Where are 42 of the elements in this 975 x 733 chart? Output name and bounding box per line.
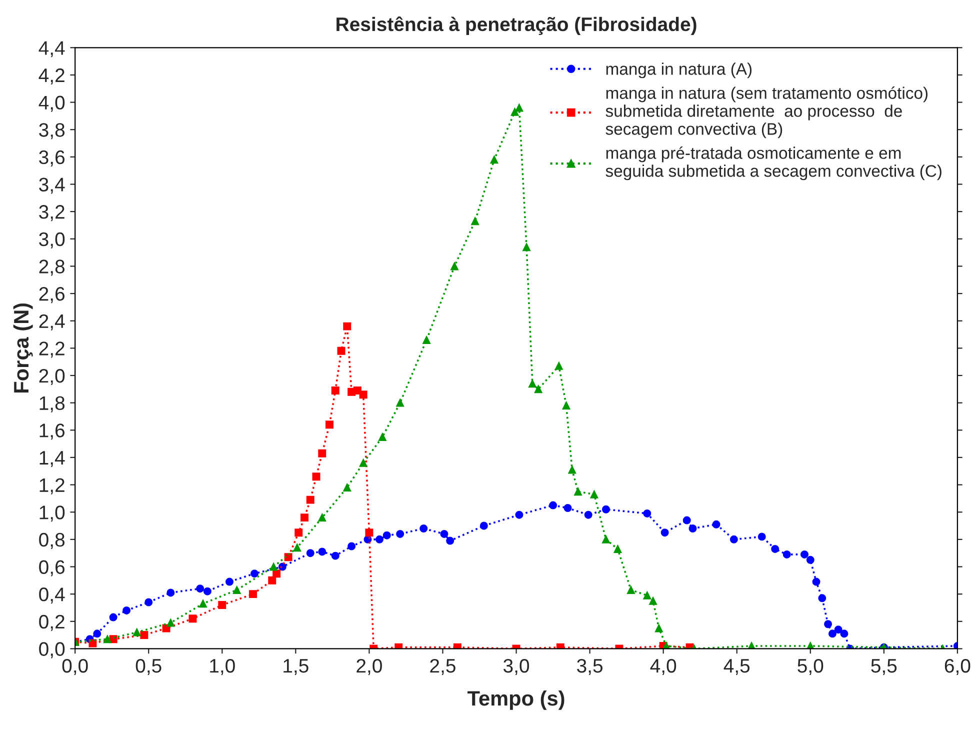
y-tick-label: 3,0 (39, 232, 65, 248)
y-tick-label: 0,2 (39, 614, 64, 631)
y-tick-label: 0,0 (39, 642, 65, 658)
x-tick-label: 0,5 (136, 658, 162, 676)
x-tick-label: 4,5 (724, 659, 750, 676)
y-tick-label: 1,6 (40, 424, 64, 440)
y-tick-label: 0,8 (39, 532, 65, 549)
y-tick-label: 0,4 (39, 588, 65, 604)
y-tick-label: 2,6 (39, 287, 64, 304)
x-tick-label: 0,0 (62, 658, 88, 676)
y-tick-label: 0,6 (39, 560, 64, 576)
y-axis-title: Força (N) (13, 303, 33, 392)
y-tick-label: 3,6 (39, 150, 64, 166)
x-tick-label: 1,0 (210, 658, 235, 676)
legend-label: manga in natura (A) (606, 62, 752, 78)
chart-title: Resistência à penetração (Fibrosidade) (336, 16, 696, 36)
y-tick-label: 3,2 (39, 205, 64, 222)
y-tick-label: 2,8 (39, 260, 65, 276)
y-tick-label: 4,4 (38, 41, 65, 58)
y-tick-label: 4,0 (38, 96, 65, 112)
x-tick-label: 6,0 (944, 658, 970, 676)
legend-label: manga pré-tratada osmoticamente e em seguida submetida a secagem convectiva (C) (606, 146, 942, 180)
x-tick-label: 2,5 (430, 658, 456, 676)
legend-label: manga in natura (sem tratamento osmótico) submetida diretamente ao processo de secagem convectiva (B) (606, 86, 928, 138)
y-tick-label: 3,4 (39, 178, 65, 194)
y-tick-label: 1,4 (40, 451, 65, 467)
x-tick-label: 4,0 (650, 658, 676, 676)
y-tick-label: 1,0 (40, 506, 65, 522)
y-tick-label: 4,2 (38, 68, 64, 84)
y-tick-label: 2,4 (39, 314, 65, 330)
y-tick-label: 2,2 (39, 342, 64, 358)
y-tick-label: 3,8 (39, 123, 65, 140)
x-tick-label: 3,5 (577, 658, 602, 676)
x-tick-label: 5,0 (798, 658, 824, 676)
x-axis-title: Tempo (s) (468, 690, 564, 710)
x-tick-label: 2,0 (356, 658, 382, 676)
x-tick-label: 5,5 (871, 659, 897, 676)
x-tick-label: 1,5 (284, 659, 308, 676)
y-tick-label: 1,8 (40, 396, 65, 412)
y-tick-label: 1,2 (40, 478, 64, 494)
y-tick-label: 2,0 (39, 368, 65, 386)
x-tick-label: 3,0 (503, 658, 530, 676)
